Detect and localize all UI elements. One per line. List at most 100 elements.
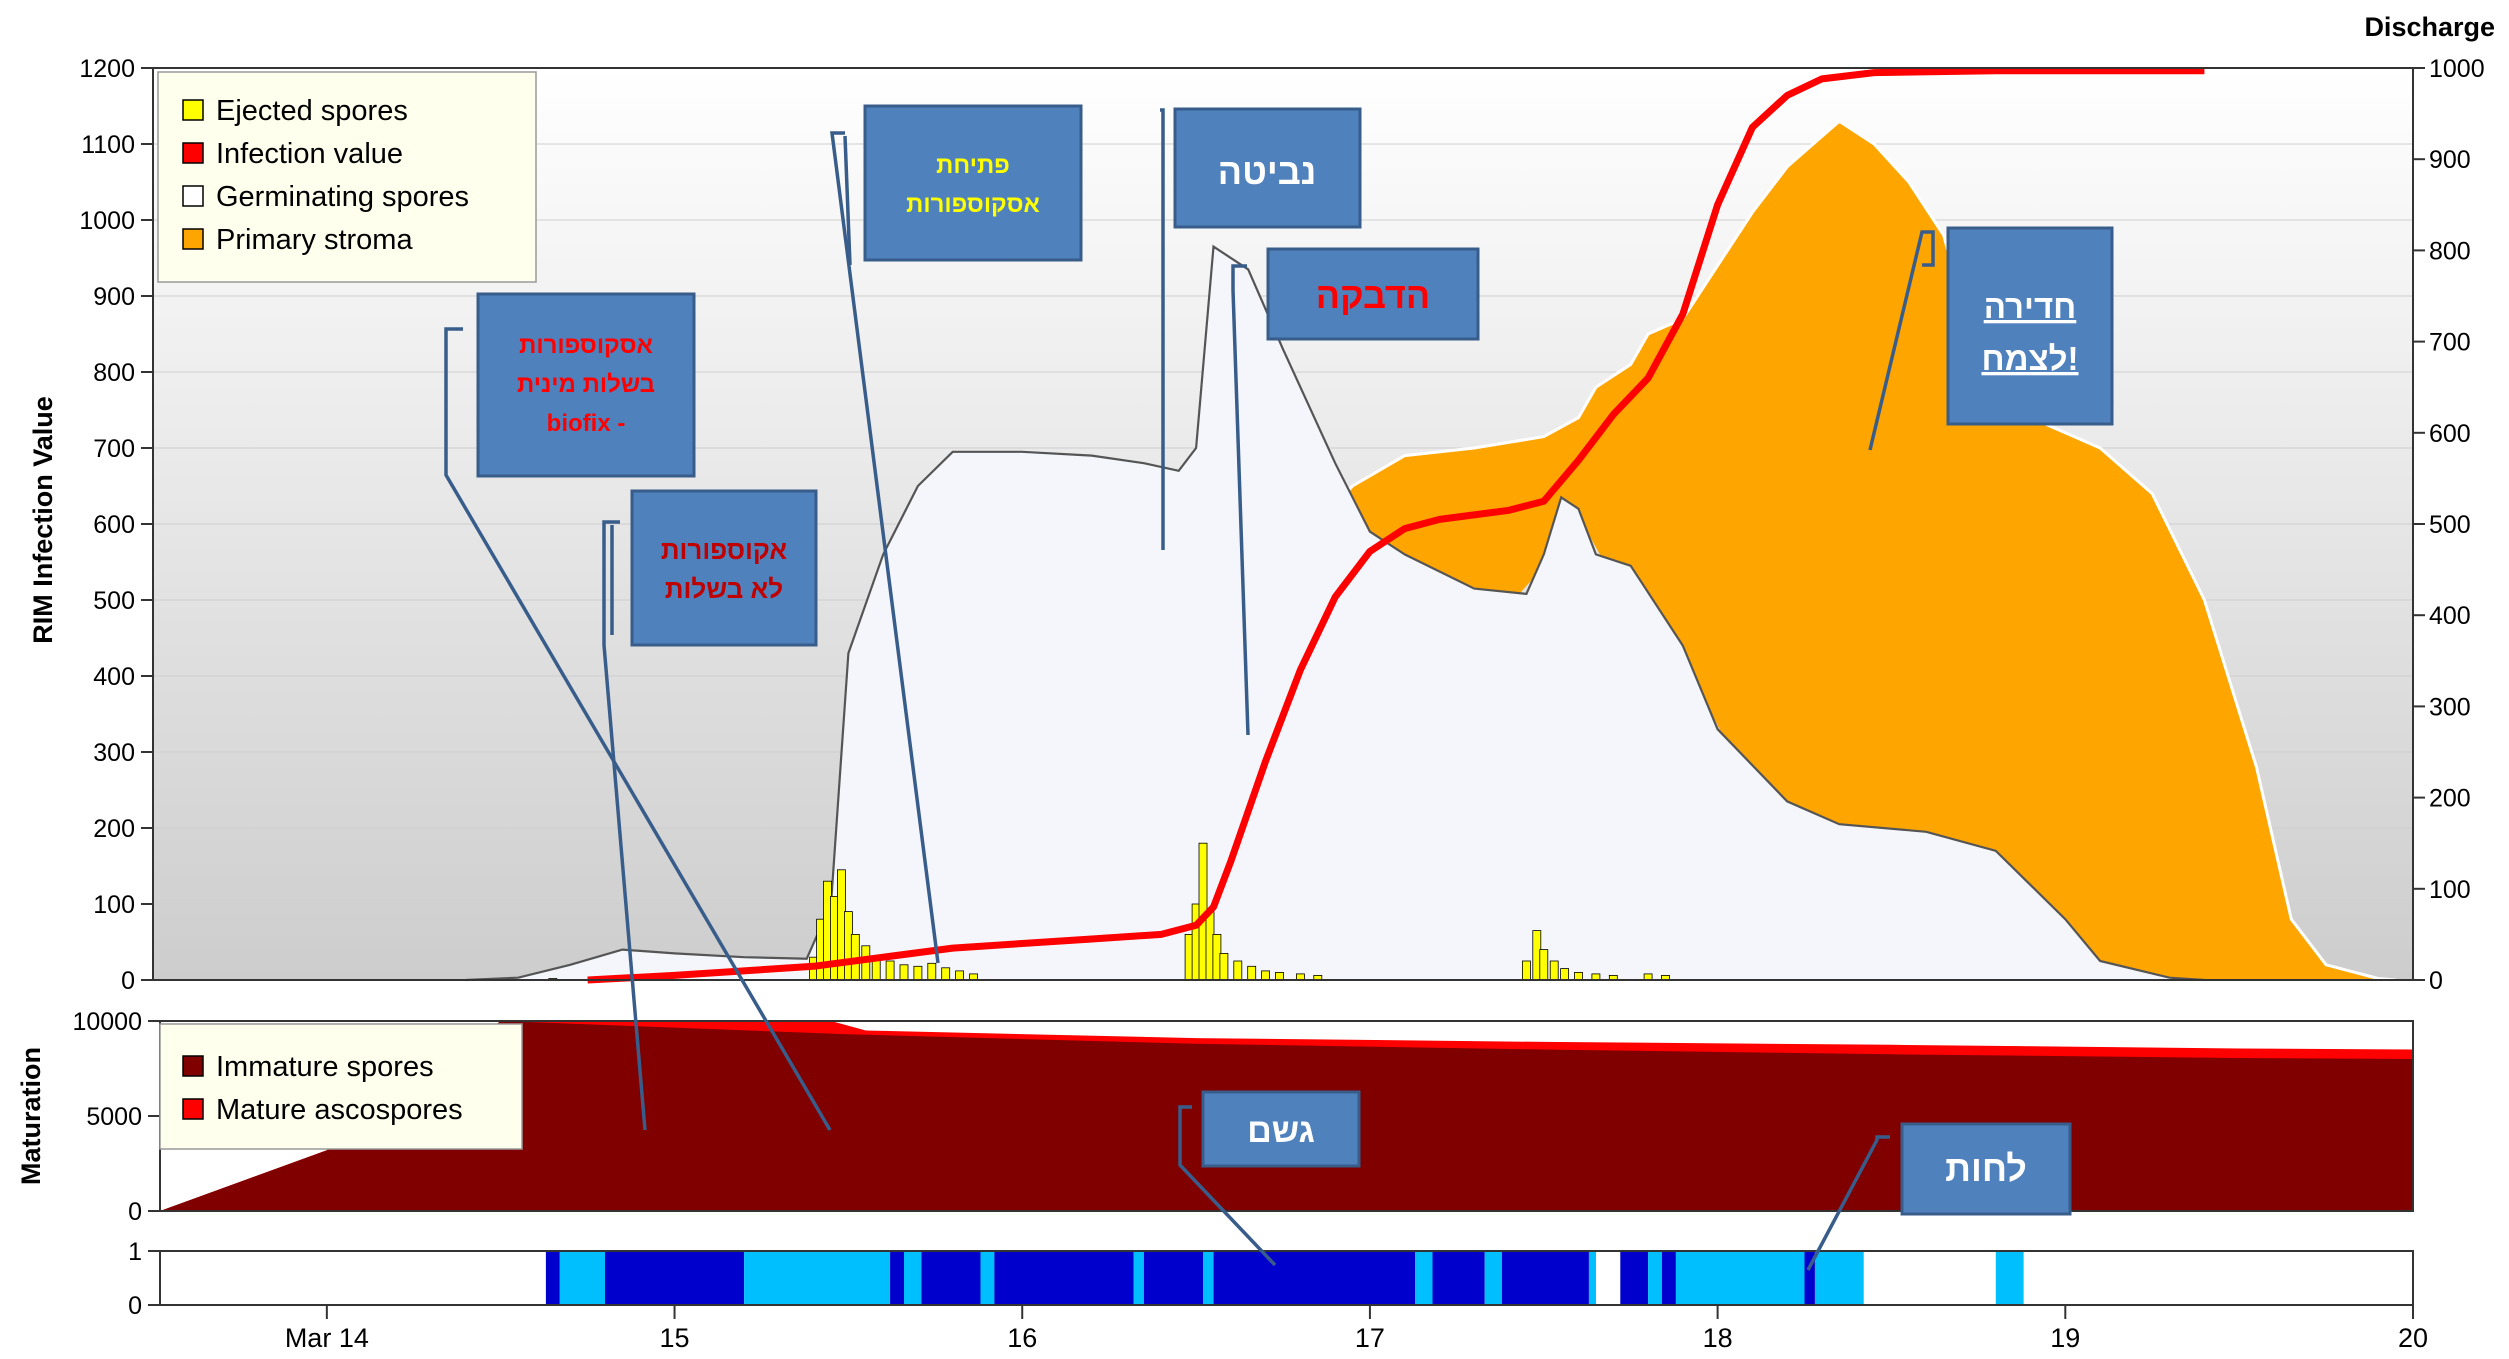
callout-text-line: נביטה — [1218, 151, 1317, 192]
wetness-segment-wet — [744, 1251, 891, 1305]
callout-wetness: לחות — [1806, 1122, 2072, 1271]
callout-leader — [1160, 108, 1165, 550]
wetness-segment-rain — [1213, 1251, 1416, 1305]
y-tick-label: 400 — [93, 663, 135, 691]
x-tick-label: Mar 14 — [285, 1323, 369, 1353]
ejected-spores-bar — [913, 965, 923, 981]
ejected-spores-bar — [941, 967, 951, 981]
ejected-spores-bar — [1574, 972, 1583, 981]
callout-leader — [1806, 1135, 1890, 1271]
ejected-spores-bars — [548, 842, 1670, 981]
wetness-segment-rain — [1432, 1251, 1485, 1305]
callout-text-line: גשם — [1247, 1112, 1314, 1150]
y-tick-label: 0 — [121, 967, 135, 995]
callout-text-line: בשלות מינית — [517, 371, 655, 398]
germinating-spores-area — [465, 246, 2205, 981]
legend-swatch-germinating — [182, 185, 204, 207]
y-axis-label: RIM Infection Value — [28, 396, 58, 644]
callout-box — [630, 489, 818, 647]
callout-text-line: פתיחת — [936, 152, 1010, 179]
y2-tick-label: 0 — [2429, 967, 2443, 995]
wetness-segment-rain — [890, 1251, 904, 1305]
callout-ascospores-immature: אקוספורות לא בשלות — [602, 489, 818, 1131]
y2-tick-label: 300 — [2429, 693, 2471, 721]
legend-swatch-stroma — [182, 228, 204, 250]
maturation-y-tick-label: 0 — [128, 1198, 142, 1226]
maturation-y-tick-label: 10000 — [72, 1008, 142, 1036]
callout-box — [1900, 1122, 2072, 1216]
maturation-y-tick-label: 5000 — [86, 1103, 142, 1131]
primary-stroma-edge — [1316, 119, 2396, 982]
legend-swatch-immature — [182, 1055, 204, 1077]
x-tick-label: 19 — [2050, 1323, 2080, 1353]
callout-infection: הדבקה — [1231, 247, 1480, 736]
wetness-segment-wet — [1415, 1251, 1433, 1305]
callout-opening: פתיחת אסקוספורות — [830, 104, 1083, 964]
y-axis-left: 0 100 200 300 400 500 600 700 800 900 1000 1100 1200 — [79, 55, 153, 995]
maturation-panel: 0 5000 10000 Maturation Immature spores Ma… — [16, 1008, 2414, 1226]
callout-leader — [444, 327, 832, 1131]
ejected-spores-bar — [955, 970, 964, 981]
ejected-spores-bar — [927, 962, 937, 981]
y-tick-label: 600 — [93, 511, 135, 539]
wetness-segment-rain — [1143, 1251, 1203, 1305]
y2-axis-label: Discharge — [2364, 12, 2495, 42]
legend-label-ejected: Ejected spores — [216, 95, 408, 127]
callout-text-line: אסקוספורות — [906, 191, 1040, 218]
wetness-segment-wet — [559, 1251, 605, 1305]
y-tick-label: 500 — [93, 587, 135, 615]
wetness-segment-rain — [1620, 1251, 1649, 1305]
callout-text-line: הדבקה — [1316, 275, 1430, 316]
callout-leader — [1231, 264, 1250, 736]
legend-swatch-infection — [182, 142, 204, 164]
legend-label-mature: Mature ascospores — [216, 1094, 463, 1126]
callout-leader — [830, 131, 940, 964]
legend-label-stroma: Primary stroma — [216, 224, 413, 256]
wetness-segment-rain — [605, 1251, 745, 1305]
wetness-segment-rain — [545, 1251, 560, 1305]
maturation-legend-box — [159, 1023, 523, 1150]
ejected-spores-bar — [1539, 949, 1549, 981]
ejected-spores-bar — [1247, 965, 1257, 981]
wetness-panel: 01 — [128, 1238, 2414, 1320]
legend-label-germinating: Germinating spores — [216, 181, 469, 213]
y-tick-label: 800 — [93, 359, 135, 387]
y2-tick-label: 200 — [2429, 785, 2471, 813]
wetness-segment-wet — [1995, 1251, 2024, 1305]
y-tick-label: 200 — [93, 815, 135, 843]
infection-value-line — [587, 67, 2205, 984]
callout-leader — [843, 135, 852, 266]
y2-tick-label: 500 — [2429, 511, 2471, 539]
callout-text-line: חדירה — [1984, 288, 2077, 325]
y-tick-label: 900 — [93, 283, 135, 311]
y2-tick-label: 600 — [2429, 420, 2471, 448]
ejected-spores-bar — [1261, 970, 1270, 981]
ejected-spores-bar — [1522, 960, 1531, 981]
y-tick-label: 1200 — [79, 55, 135, 83]
y-tick-label: 300 — [93, 739, 135, 767]
y2-tick-label: 400 — [2429, 602, 2471, 630]
x-tick-label: 15 — [660, 1323, 690, 1353]
callout-box — [1946, 226, 2114, 426]
callout-germination: נביטה — [1160, 107, 1362, 550]
wetness-segment-rain — [1502, 1251, 1589, 1305]
wetness-segment-wet — [904, 1251, 922, 1305]
x-tick-label: 16 — [1007, 1323, 1037, 1353]
wetness-y-tick-label: 1 — [128, 1238, 142, 1266]
ejected-spores-bar — [885, 960, 895, 981]
callout-leader — [1178, 1105, 1277, 1267]
legend-swatch-ejected — [182, 99, 204, 121]
x-tick-label: 17 — [1355, 1323, 1385, 1353]
y2-tick-label: 700 — [2429, 329, 2471, 357]
wetness-segment-wet — [1589, 1251, 1596, 1305]
callout-box — [1173, 107, 1362, 229]
wetness-segment-wet — [1675, 1251, 1805, 1305]
wetness-segment-wet — [1648, 1251, 1662, 1305]
ejected-spores-bar — [899, 964, 909, 981]
legend-box — [157, 71, 537, 283]
y-tick-label: 100 — [93, 891, 135, 919]
primary-stroma-area — [1317, 121, 2396, 980]
callout-leader — [1868, 230, 1935, 451]
callout-box — [863, 104, 1083, 262]
